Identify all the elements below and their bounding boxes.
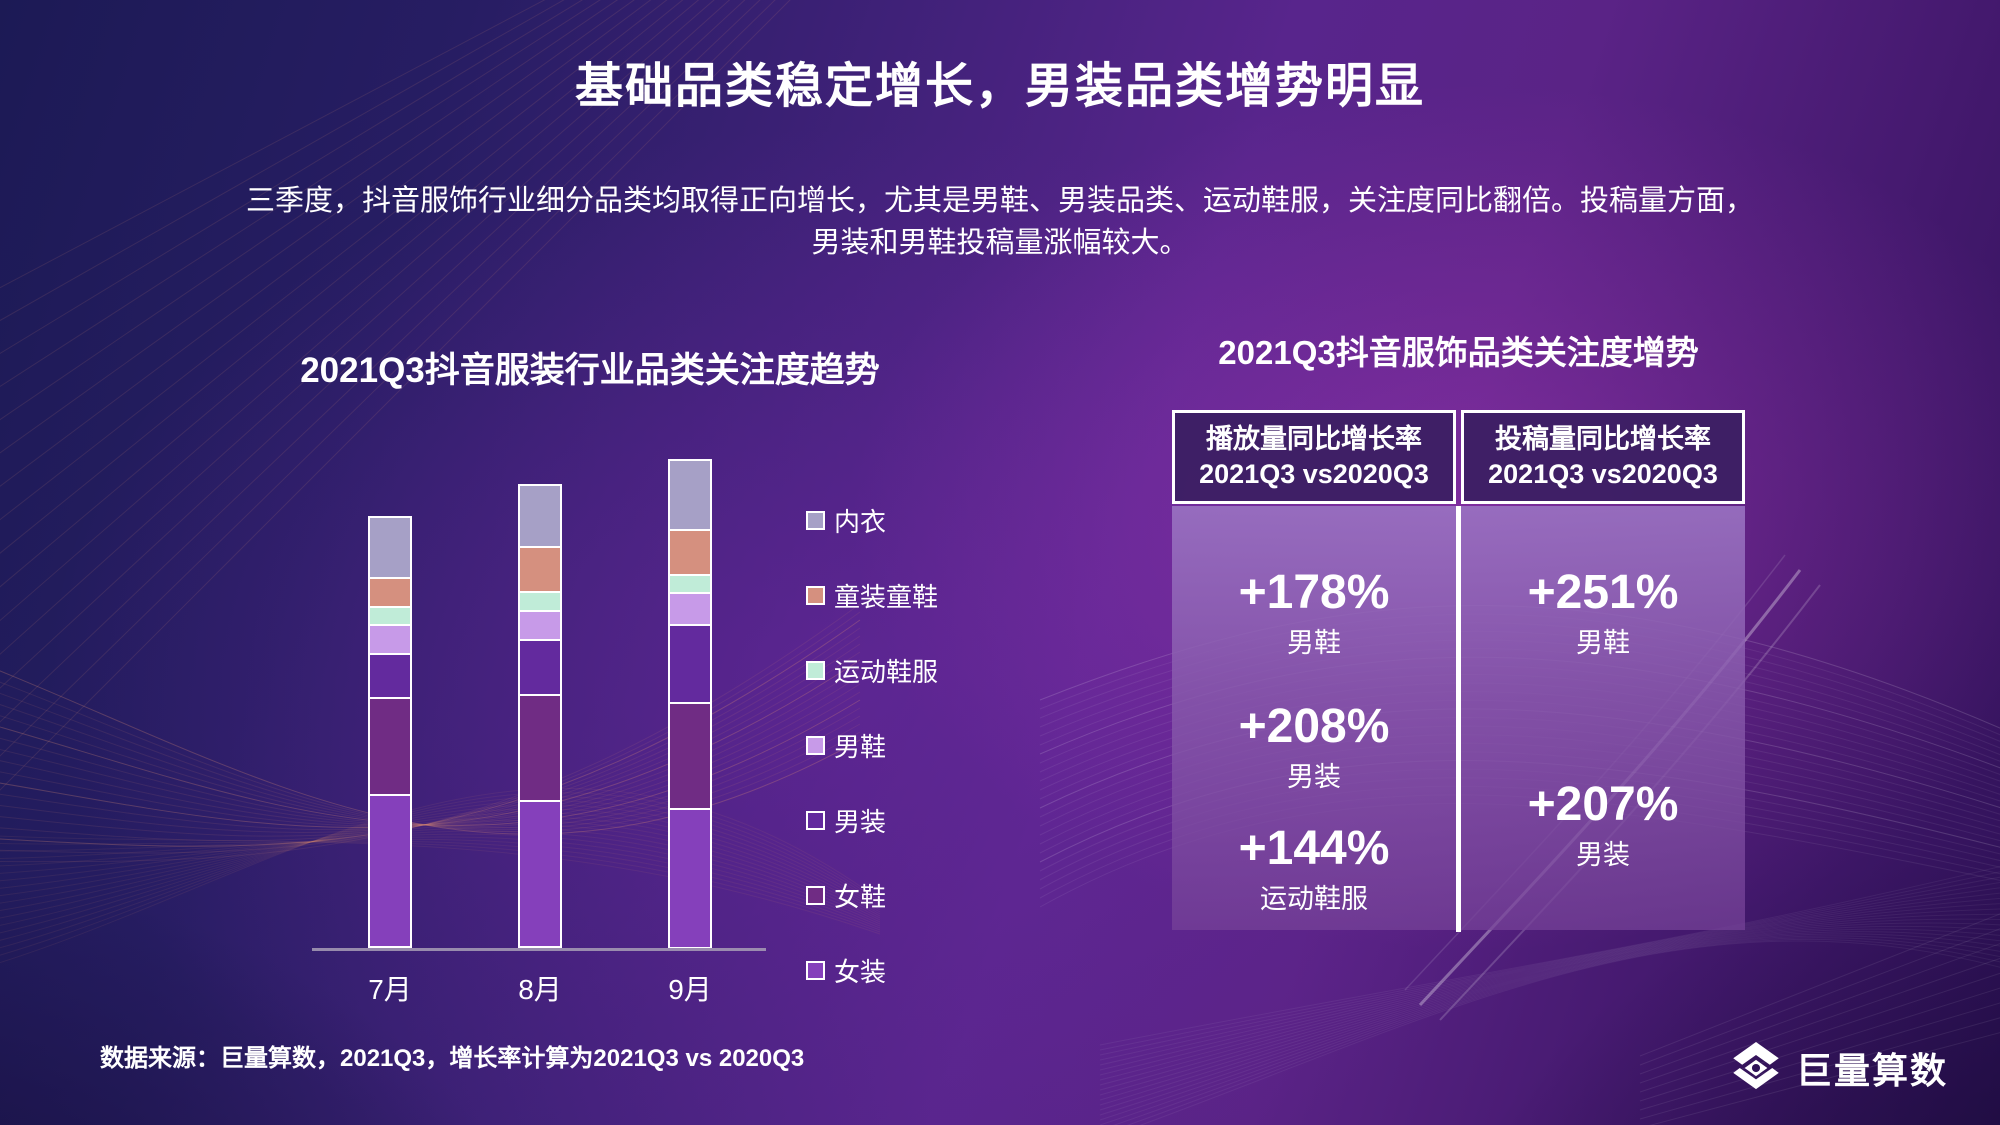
bar-segment — [370, 626, 410, 655]
bar-segment — [370, 655, 410, 699]
bar-segment — [520, 696, 560, 802]
growth-column-playback: 播放量同比增长率 2021Q3 vs2020Q3 +178% 男鞋 +208% … — [1172, 410, 1456, 930]
legend-item: 女鞋 — [806, 877, 938, 914]
header-line-2: 2021Q3 vs2020Q3 — [1488, 459, 1718, 489]
stacked-bar — [518, 484, 562, 948]
legend-label: 内衣 — [834, 507, 887, 537]
column-header: 播放量同比增长率 2021Q3 vs2020Q3 — [1172, 410, 1456, 504]
subtitle: 三季度，抖音服饰行业细分品类均取得正向增长，尤其是男鞋、男装品类、运动鞋服，关注… — [60, 180, 1940, 264]
bar-segment — [670, 461, 710, 531]
legend-swatch — [806, 661, 825, 680]
legend-label: 童装童鞋 — [834, 582, 939, 612]
bar-segment — [670, 626, 710, 704]
chart-legend: 内衣童装童鞋运动鞋服男鞋男装女鞋女装 — [806, 502, 938, 1027]
legend-label: 男鞋 — [834, 732, 887, 762]
brand-logo-text: 巨量算数 — [1795, 1050, 1948, 1091]
growth-value: +251% — [1527, 566, 1679, 619]
growth-table: 播放量同比增长率 2021Q3 vs2020Q3 +178% 男鞋 +208% … — [1172, 410, 1745, 932]
header-line-1: 投稿量同比增长率 — [1495, 424, 1711, 454]
column-header: 投稿量同比增长率 2021Q3 vs2020Q3 — [1461, 410, 1745, 504]
page-title: 基础品类稳定增长，男装品类增势明显 — [574, 60, 1425, 113]
stacked-bar — [668, 459, 712, 948]
growth-value: +207% — [1527, 778, 1679, 831]
legend-item: 男鞋 — [806, 727, 938, 764]
bar-segment — [670, 704, 710, 810]
growth-panel-title: 2021Q3抖音服饰品类关注度增势 — [1218, 334, 1699, 371]
legend-swatch — [806, 511, 825, 530]
legend-swatch — [806, 961, 825, 980]
bar-segment — [520, 486, 560, 548]
bar-segment — [520, 641, 560, 696]
growth-value: +144% — [1238, 822, 1390, 875]
bar-segment — [670, 810, 710, 947]
bar-segment — [370, 608, 410, 626]
bar-segment — [670, 594, 710, 626]
legend-item: 女装 — [806, 952, 938, 989]
bar-segment — [370, 518, 410, 579]
growth-label: 男鞋 — [1576, 628, 1630, 658]
chart-title: 2021Q3抖音服装行业品类关注度趋势 — [300, 351, 880, 390]
bar-segment — [370, 579, 410, 608]
legend-swatch — [806, 736, 825, 755]
juliang-suanshu-logo-icon — [1733, 1042, 1779, 1090]
data-source-note: 数据来源：巨量算数，2021Q3，增长率计算为2021Q3 vs 2020Q3 — [100, 1045, 805, 1072]
legend-label: 女鞋 — [834, 882, 887, 912]
legend-item: 童装童鞋 — [806, 577, 938, 614]
growth-label: 男装 — [1287, 762, 1341, 792]
header-line-1: 播放量同比增长率 — [1206, 424, 1422, 454]
column-body: +178% 男鞋 +208% 男装 +144% 运动鞋服 — [1172, 506, 1456, 930]
stacked-bar — [368, 516, 412, 948]
x-axis-line — [312, 948, 766, 951]
legend-item: 内衣 — [806, 502, 938, 539]
legend-swatch — [806, 811, 825, 830]
subtitle-line-1: 三季度，抖音服饰行业细分品类均取得正向增长，尤其是男鞋、男装品类、运动鞋服，关注… — [245, 185, 1754, 217]
growth-label: 男鞋 — [1287, 628, 1341, 658]
legend-swatch — [806, 886, 825, 905]
bar-segment — [370, 796, 410, 946]
legend-label: 男装 — [834, 807, 887, 837]
column-divider — [1456, 506, 1461, 932]
legend-label: 女装 — [834, 957, 887, 987]
legend-item: 运动鞋服 — [806, 652, 938, 689]
brand-logo: 巨量算数 — [1730, 1040, 1948, 1096]
bar-segment — [520, 612, 560, 641]
bar-segment — [520, 802, 560, 946]
subtitle-line-2: 男装和男鞋投稿量涨幅较大。 — [811, 227, 1189, 259]
header-line-2: 2021Q3 vs2020Q3 — [1199, 459, 1429, 489]
x-axis-label: 8月 — [518, 974, 562, 1005]
bar-segment — [670, 576, 710, 594]
x-axis-label: 9月 — [668, 974, 712, 1005]
bar-segment — [370, 699, 410, 796]
growth-value: +208% — [1238, 700, 1390, 753]
growth-column-submission: 投稿量同比增长率 2021Q3 vs2020Q3 +251% 男鞋 +207% … — [1461, 410, 1745, 930]
x-axis-label: 7月 — [368, 974, 412, 1005]
legend-swatch — [806, 586, 825, 605]
growth-value: +178% — [1238, 566, 1390, 619]
column-body: +251% 男鞋 +207% 男装 — [1461, 506, 1745, 930]
legend-item: 男装 — [806, 802, 938, 839]
bar-segment — [520, 548, 560, 593]
legend-label: 运动鞋服 — [834, 657, 939, 687]
growth-label: 男装 — [1576, 840, 1630, 870]
bar-segment — [520, 593, 560, 612]
growth-label: 运动鞋服 — [1260, 884, 1368, 914]
bar-segment — [670, 531, 710, 576]
